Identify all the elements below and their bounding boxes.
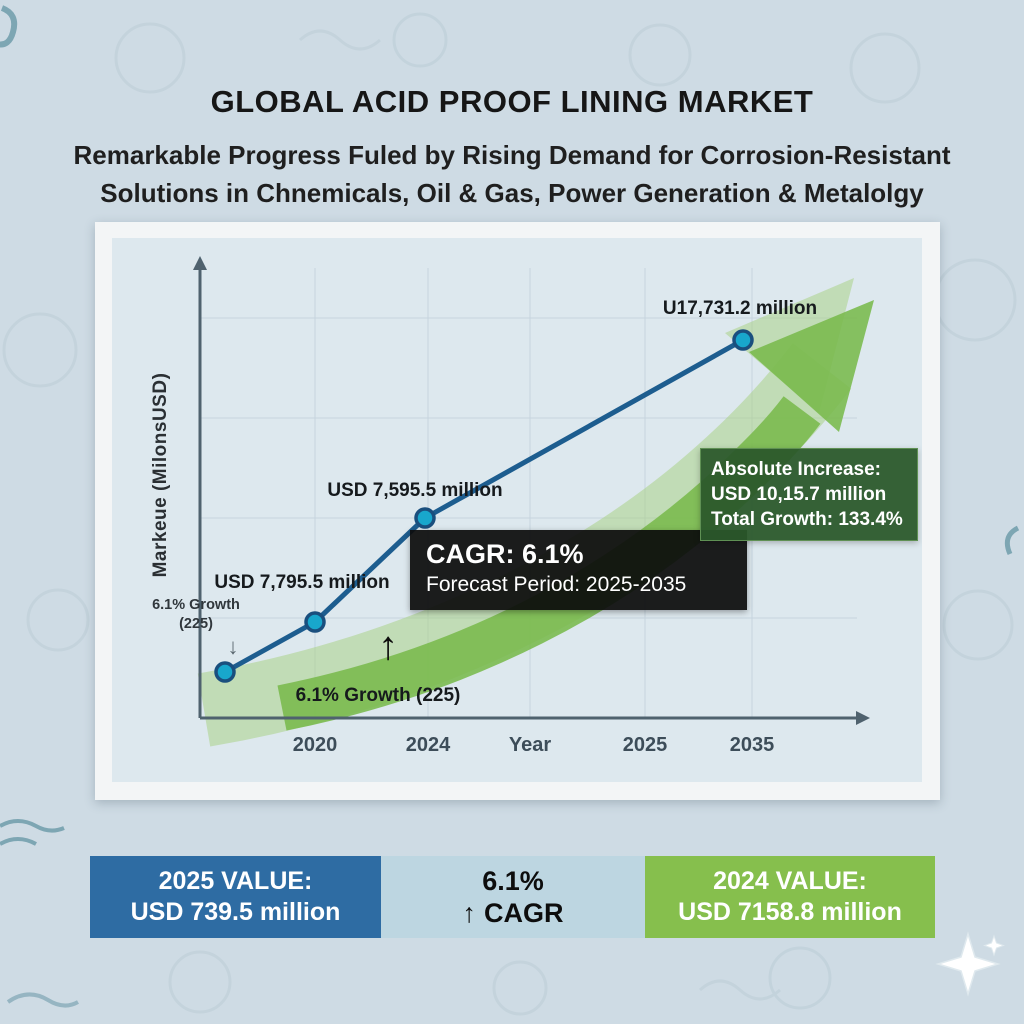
data-point-marker [414, 507, 436, 529]
down-arrow-icon: ↓ [227, 634, 239, 659]
stat-cagr-label: CAGR [484, 898, 564, 928]
stat-2025-label: 2025 VALUE: [158, 867, 313, 895]
axes [193, 256, 870, 725]
absolute-increase-callout: Absolute Increase: USD 10,15.7 million T… [700, 448, 918, 541]
chart-card: Markeue (MilonsUSD) USD 7,795.5 million … [95, 222, 940, 800]
stat-cagr: 6.1% ↑ CAGR [381, 856, 645, 938]
chart-panel: Markeue (MilonsUSD) USD 7,795.5 million … [112, 238, 922, 782]
sparkle-icon [935, 931, 1005, 997]
up-arrow-icon: ↑ [378, 624, 398, 668]
stat-2024-value: 2024 VALUE: USD 7158.8 million [645, 856, 935, 938]
absolute-increase-value: USD 10,15.7 million [711, 484, 887, 505]
data-point-marker [732, 329, 754, 351]
x-axis-title: Year [508, 734, 552, 756]
cagr-up-arrow-icon: ↑ [462, 897, 477, 928]
page-title: GLOBAL ACID PROOF LINING MARKET [210, 84, 814, 119]
x-tick-2024: 2024 [405, 734, 451, 756]
point-label-2035: U17,731.2 million [662, 298, 818, 319]
x-tick-2035: 2035 [729, 734, 775, 756]
subtitle-line2: Solutions in Chnemicals, Oil & Gas, Powe… [100, 178, 924, 208]
left-growth-note: 6.1% Growth (225) [137, 596, 255, 634]
subtitle-line1: Remarkable Progress Fuled by Rising Dema… [73, 140, 951, 170]
stat-cagr-percent: 6.1% [482, 866, 544, 896]
stat-2024-amount: USD 7158.8 million [678, 898, 902, 926]
total-growth-value: Total Growth: 133.4% [711, 509, 903, 530]
bottom-growth-note: 6.1% Growth (225) [295, 685, 461, 706]
forecast-period: Forecast Period: 2025-2035 [426, 573, 687, 596]
trend-line [214, 329, 754, 683]
cagr-callout: CAGR: 6.1% Forecast Period: 2025-2035 [410, 530, 747, 610]
data-point-marker [304, 611, 326, 633]
x-tick-2020: 2020 [292, 734, 338, 756]
x-tick-2025: 2025 [622, 734, 668, 756]
left-growth-note-line1: 6.1% Growth [152, 597, 240, 613]
absolute-increase-title: Absolute Increase: [711, 459, 881, 480]
point-label-2024: USD 7,595.5 million [327, 480, 503, 501]
y-axis-label: Markeue (MilonsUSD) [150, 372, 171, 578]
stat-2025-value: 2025 VALUE: USD 739.5 million [90, 856, 381, 938]
cagr-value: CAGR: 6.1% [426, 539, 584, 569]
data-point-marker [214, 661, 236, 683]
stat-2025-amount: USD 739.5 million [130, 898, 341, 926]
stat-2024-label: 2024 VALUE: [713, 867, 867, 895]
header: GLOBAL ACID PROOF LINING MARKET Remarkab… [0, 84, 1024, 212]
left-growth-note-line2: (225) [179, 616, 213, 632]
point-label-2020: USD 7,795.5 million [214, 572, 390, 593]
